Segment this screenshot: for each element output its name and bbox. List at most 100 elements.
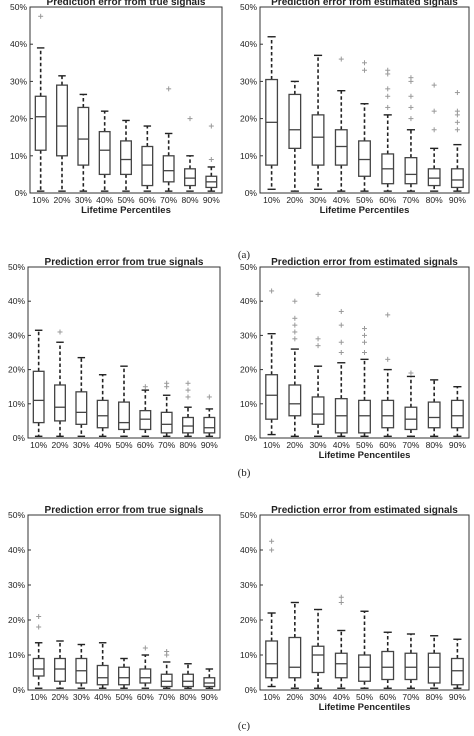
chart-panel-1: Prediction error from true signals 0% 10% 2… (10, 0, 223, 216)
box-40% (334, 56, 348, 192)
subfigure-label-c: (c) (238, 720, 251, 731)
x-tick-label: 70% (402, 692, 419, 702)
y-tick-label: 0% (13, 433, 26, 443)
y-tick-label: 40% (240, 545, 257, 555)
x-tick-label: 70% (402, 440, 419, 450)
y-tick-label: 20% (8, 615, 25, 625)
iqr-box (56, 84, 68, 157)
box-30% (311, 291, 325, 437)
box-40% (96, 642, 109, 689)
box-80% (182, 380, 194, 437)
x-tick-label: 20% (51, 440, 68, 450)
y-tick-label: 10% (240, 151, 257, 161)
x-tick-label: 80% (179, 440, 196, 450)
x-tick-label: 50% (117, 195, 134, 205)
box-10% (265, 36, 279, 190)
y-tick-label: 30% (8, 330, 25, 340)
iqr-box (182, 416, 194, 434)
chart-title: Prediction error from estimated signals (271, 257, 458, 268)
iqr-box (96, 664, 109, 686)
x-axis-label: Lifetime Percentiles (81, 205, 171, 216)
x-tick-label: 10% (32, 195, 49, 205)
box-70% (162, 86, 175, 192)
x-tick-label: 20% (286, 440, 303, 450)
y-tick-label: 0% (15, 188, 28, 198)
y-tick-label: 30% (8, 580, 25, 590)
y-tick-label: 40% (8, 545, 25, 555)
iqr-box (381, 399, 395, 429)
plot-frame (29, 6, 223, 194)
y-tick-label: 10% (10, 151, 27, 161)
x-tick-label: 90% (449, 195, 466, 205)
box-10% (32, 614, 45, 689)
x-tick-label: 40% (96, 195, 113, 205)
plot-frame (259, 266, 470, 439)
y-tick-label: 50% (240, 262, 257, 272)
y-tick-label: 30% (240, 330, 257, 340)
box-10% (32, 329, 45, 437)
box-10% (34, 13, 47, 192)
x-tick-label: 20% (286, 195, 303, 205)
iqr-box (288, 636, 302, 679)
box-90% (205, 123, 218, 192)
box-20% (288, 298, 302, 437)
y-tick-label: 30% (240, 76, 257, 86)
iqr-box (450, 168, 464, 189)
chart-panel-2: Prediction error from estimated signals 0… (240, 0, 470, 216)
x-tick-label: 30% (310, 692, 327, 702)
x-tick-label: 40% (333, 440, 350, 450)
iqr-box (404, 406, 418, 431)
iqr-box (358, 140, 371, 177)
x-tick-label: 50% (115, 440, 132, 450)
box-60% (139, 384, 152, 437)
x-tick-label: 30% (310, 440, 327, 450)
box-90% (450, 90, 464, 192)
y-tick-label: 0% (13, 685, 26, 695)
box-80% (182, 663, 194, 689)
box-30% (311, 54, 325, 190)
iqr-box (404, 652, 418, 681)
box-50% (358, 60, 371, 192)
x-tick-label: 10% (263, 440, 280, 450)
iqr-box (311, 645, 325, 674)
iqr-box (34, 95, 47, 151)
box-90% (203, 394, 216, 437)
y-tick-label: 40% (8, 296, 25, 306)
y-tick-label: 20% (10, 114, 27, 124)
x-tick-label: 70% (402, 195, 419, 205)
x-tick-label: 80% (181, 195, 198, 205)
x-tick-label: 30% (73, 692, 90, 702)
iqr-box (54, 657, 66, 682)
x-tick-label: 60% (379, 195, 396, 205)
y-tick-label: 20% (240, 114, 257, 124)
x-tick-label: 80% (426, 440, 443, 450)
y-tick-label: 40% (240, 296, 257, 306)
x-tick-label: 40% (94, 440, 111, 450)
chart-panel-6: Prediction error from estimated signals 0… (240, 505, 470, 713)
box-80% (427, 82, 441, 192)
box-70% (404, 370, 418, 437)
box-30% (77, 93, 90, 192)
iqr-box (288, 93, 302, 150)
iqr-box (427, 652, 441, 684)
x-tick-label: 40% (333, 195, 350, 205)
x-tick-label: 30% (310, 195, 327, 205)
iqr-box (141, 145, 154, 187)
iqr-box (265, 640, 279, 679)
y-tick-label: 10% (240, 399, 257, 409)
box-20% (54, 329, 66, 437)
plot-frame (259, 6, 470, 194)
iqr-box (427, 401, 441, 429)
x-tick-label: 70% (160, 195, 177, 205)
iqr-box (381, 650, 395, 681)
iqr-box (32, 370, 45, 424)
y-tick-label: 50% (8, 262, 25, 272)
y-tick-label: 0% (245, 685, 258, 695)
x-tick-label: 50% (356, 692, 373, 702)
box-10% (265, 538, 279, 688)
x-tick-label: 90% (449, 440, 466, 450)
iqr-box (118, 666, 130, 686)
box-50% (118, 657, 130, 689)
